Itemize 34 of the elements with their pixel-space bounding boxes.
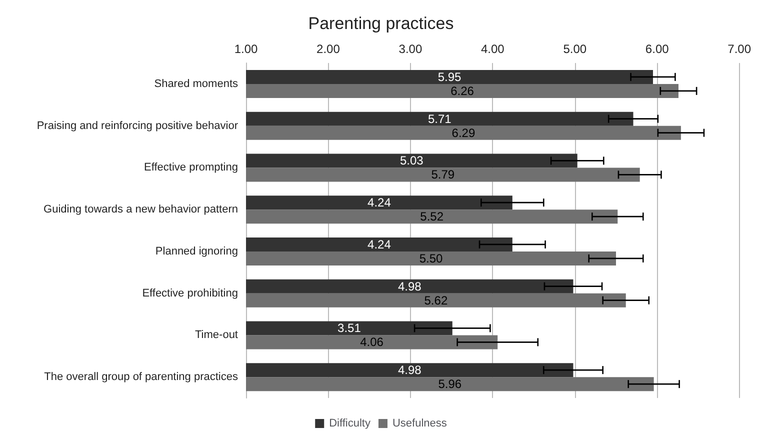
y-tick-label: Effective prompting xyxy=(144,162,238,174)
x-tick-label: 6.00 xyxy=(645,42,670,56)
data-label: 5.03 xyxy=(400,154,424,168)
data-label: 6.29 xyxy=(452,126,476,140)
x-tick-label: 1.00 xyxy=(234,42,258,56)
y-tick-label: The overall group of parenting practices xyxy=(44,371,238,384)
data-label: 4.24 xyxy=(368,196,392,210)
y-tick-label: Guiding towards a new behavior pattern xyxy=(44,204,238,216)
legend-label: Difficulty xyxy=(329,418,371,430)
x-tick-label: 7.00 xyxy=(728,42,752,56)
data-label: 6.26 xyxy=(450,84,474,98)
y-tick-label: Effective prohibiting xyxy=(142,287,238,300)
data-label: 5.62 xyxy=(424,293,448,308)
data-label: 5.96 xyxy=(438,377,462,392)
x-tick-label: 3.00 xyxy=(398,42,422,56)
legend-label: Usefulness xyxy=(392,418,448,430)
y-tick-label: Praising and reinforcing positive behavior xyxy=(36,120,238,132)
y-tick-label: Time-out xyxy=(195,329,238,342)
data-label: 4.98 xyxy=(398,279,422,294)
data-label: 5.95 xyxy=(438,70,462,84)
data-label: 5.79 xyxy=(431,168,455,182)
chart-title: Parenting practices xyxy=(308,14,454,33)
data-label: 4.06 xyxy=(360,335,384,350)
y-tick-label: Shared moments xyxy=(154,78,238,90)
y-tick-label: Planned ignoring xyxy=(155,245,238,258)
data-label: 4.24 xyxy=(368,237,392,252)
x-tick-label: 2.00 xyxy=(316,42,340,56)
data-label: 4.98 xyxy=(398,363,422,378)
data-label: 5.71 xyxy=(428,112,452,126)
data-label: 5.50 xyxy=(419,251,443,266)
data-label: 3.51 xyxy=(338,321,362,336)
x-tick-label: 4.00 xyxy=(480,42,505,56)
data-label: 5.52 xyxy=(420,210,444,224)
x-tick-label: 5.00 xyxy=(563,42,587,56)
